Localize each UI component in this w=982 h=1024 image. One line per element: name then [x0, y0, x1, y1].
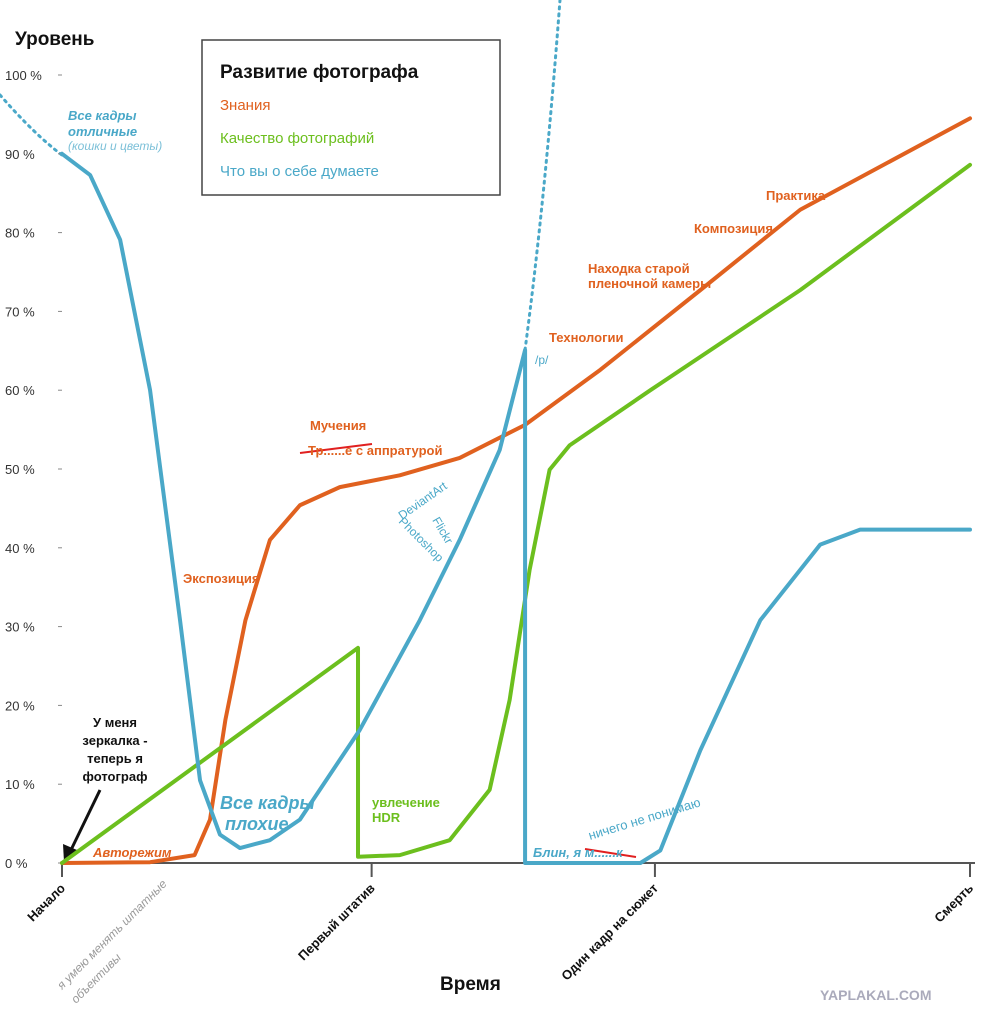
x-tick-label: Один кадр на сюжет: [558, 881, 661, 984]
annotation: Тр......е с аппратурой: [308, 443, 442, 458]
legend-entry: Качество фотографий: [220, 130, 374, 147]
annotation: У меня: [93, 715, 137, 730]
annotation: Технологии: [549, 330, 623, 345]
annotation: отличные: [68, 124, 137, 139]
x-tick-label: Смерть: [931, 881, 976, 926]
annotation: фотограф: [83, 769, 148, 784]
watermark: YAPLAKAL.COM: [820, 987, 932, 1003]
y-tick-label: 40 %: [5, 541, 35, 556]
y-tick-label: 0 %: [5, 856, 28, 871]
y-tick-label: 20 %: [5, 698, 35, 713]
line: [60, 162, 972, 865]
annotation: Блин, я м......к: [533, 845, 624, 860]
x-axis-label: Время: [440, 974, 501, 995]
annotation: увлечение: [372, 795, 440, 810]
y-tick-label: 90 %: [5, 147, 35, 162]
y-tick-label: 100 %: [5, 68, 42, 83]
y-tick-label: 80 %: [5, 226, 35, 241]
annotation: HDR: [372, 810, 401, 825]
arrow-shaft: [68, 789, 102, 853]
y-tick-label: 10 %: [5, 777, 35, 792]
legend-box: [201, 39, 501, 196]
annotation: я умею менять штатные: [54, 877, 170, 993]
line: [60, 116, 972, 865]
annotation: плохие: [225, 814, 289, 834]
annotation: /p/: [535, 353, 549, 367]
dotted-extension: [523, 0, 562, 352]
strike: [584, 848, 637, 858]
legend-entry: Что вы о себе думаете: [220, 163, 379, 180]
annotation: Все кадры: [220, 793, 315, 813]
legend-entry: Знания: [220, 97, 270, 114]
annotation: Все кадры: [68, 108, 137, 123]
x-tick-label: Начало: [24, 880, 68, 924]
dotted-extension: [0, 93, 64, 157]
annotation: Практика: [766, 188, 826, 203]
legend-title: Развитие фотографа: [220, 62, 419, 83]
annotation: (кошки и цветы): [68, 139, 162, 153]
strike: [299, 443, 373, 454]
y-axis-label: Уровень: [15, 29, 94, 50]
annotation: пленочной камеры: [588, 276, 711, 291]
y-tick-label: 70 %: [5, 304, 35, 319]
annotation: ничего не понимаю: [586, 794, 702, 842]
annotation: Находка старой: [588, 261, 690, 276]
annotation: теперь я: [87, 751, 143, 766]
y-tick-label: 50 %: [5, 462, 35, 477]
annotation: Экспозиция: [183, 571, 259, 586]
annotation: Авторежим: [92, 845, 172, 860]
line: [60, 151, 972, 865]
y-tick-label: 30 %: [5, 620, 35, 635]
y-tick-label: 60 %: [5, 383, 35, 398]
annotation: зеркалка -: [82, 733, 147, 748]
annotation: Композиция: [694, 221, 773, 236]
x-tick-label: Первый штатив: [295, 881, 378, 964]
annotation: Мучения: [310, 418, 366, 433]
